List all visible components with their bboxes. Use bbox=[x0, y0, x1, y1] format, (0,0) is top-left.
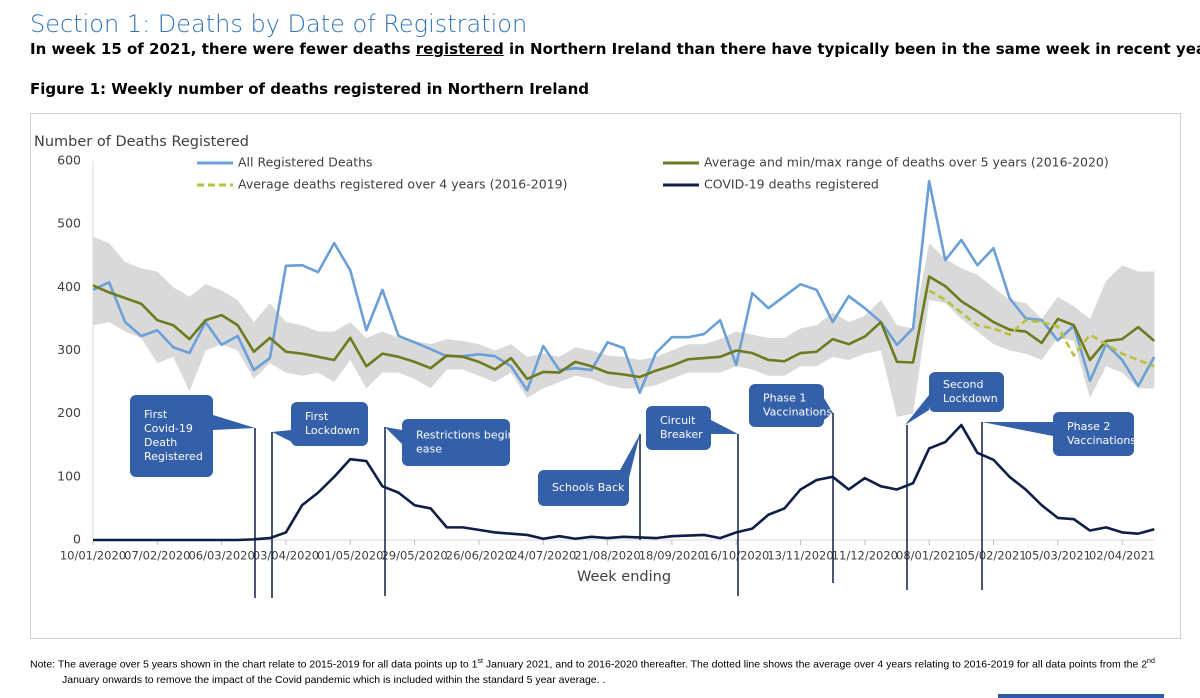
x-tick-label: 05/03/2021 bbox=[1025, 549, 1091, 563]
subtitle-emphasis: registered bbox=[415, 40, 504, 58]
annotation-text: Covid-19 bbox=[144, 422, 193, 435]
legend-label: All Registered Deaths bbox=[238, 155, 373, 170]
annotation-text: Schools Back bbox=[552, 481, 625, 494]
annotation-text: Vaccinations bbox=[763, 406, 832, 419]
y-tick-label: 200 bbox=[57, 405, 81, 420]
annotation-box bbox=[538, 470, 629, 506]
y-tick-label: 400 bbox=[57, 279, 81, 294]
figure-title: Figure 1: Weekly number of deaths regist… bbox=[30, 80, 590, 98]
annotation-text: Circuit bbox=[660, 414, 696, 427]
x-tick-label: 26/06/2020 bbox=[446, 549, 512, 563]
annotation-text: Breaker bbox=[660, 428, 703, 441]
note-text: January 2021, and to 2016-2020 thereafte… bbox=[482, 658, 1148, 671]
annotation-text: Restrictions begin to bbox=[416, 429, 529, 442]
annotation-pointer bbox=[620, 434, 640, 478]
annotation-box bbox=[749, 384, 824, 427]
annotation-text: Lockdown bbox=[305, 424, 360, 437]
subtitle-text: in Northern Ireland than there have typi… bbox=[503, 40, 1200, 58]
range-band bbox=[93, 236, 1155, 417]
x-tick-label: 21/08/2020 bbox=[574, 549, 640, 563]
x-axis-label: Week ending bbox=[577, 569, 671, 585]
annotation-box bbox=[646, 406, 711, 450]
y-axis-label: Number of Deaths Registered bbox=[34, 134, 249, 150]
subtitle-text: In week 15 of 2021, there were fewer dea… bbox=[30, 40, 416, 58]
x-tick-label: 10/01/2020 bbox=[60, 549, 126, 563]
y-tick-label: 600 bbox=[57, 153, 81, 168]
annotation-text: First bbox=[305, 410, 329, 423]
annotation-box bbox=[291, 402, 368, 446]
annotation-box bbox=[402, 419, 510, 466]
annotation-text: Death bbox=[144, 436, 177, 449]
plot-area: 010020030040050060010/01/202007/02/20200… bbox=[57, 153, 1156, 598]
series-line bbox=[928, 289, 1155, 368]
annotation-pointer bbox=[905, 395, 929, 425]
x-tick-label: 02/04/2021 bbox=[1089, 549, 1155, 563]
x-tick-label: 05/02/2021 bbox=[960, 549, 1026, 563]
annotation-pointer bbox=[824, 398, 833, 420]
annotation-box bbox=[1053, 412, 1134, 456]
x-tick-label: 16/10/2020 bbox=[703, 549, 769, 563]
x-tick-label: 06/03/2020 bbox=[188, 549, 254, 563]
x-tick-label: 29/05/2020 bbox=[381, 549, 447, 563]
annotation-box bbox=[130, 395, 213, 477]
y-tick-label: 300 bbox=[57, 342, 81, 357]
x-tick-label: 07/02/2020 bbox=[124, 549, 190, 563]
title: Section 1: Deaths by Date of Registratio… bbox=[30, 10, 528, 38]
note-sup: nd bbox=[1147, 658, 1155, 665]
subtitle: In week 15 of 2021, there were fewer dea… bbox=[30, 40, 1200, 58]
series-line bbox=[92, 275, 1156, 381]
note-sup: st bbox=[477, 658, 483, 665]
x-tick-label: 08/01/2021 bbox=[896, 549, 962, 563]
note-text: January onwards to remove the impact of … bbox=[62, 673, 606, 686]
annotation-text: Vaccinations bbox=[1067, 434, 1136, 447]
annotation-pointer bbox=[711, 420, 738, 434]
x-tick-label: 24/07/2020 bbox=[510, 549, 576, 563]
series-line bbox=[92, 179, 1156, 395]
annotation-text: Phase 2 bbox=[1067, 420, 1110, 433]
x-tick-label: 03/04/2020 bbox=[253, 549, 319, 563]
annotation-text: Phase 1 bbox=[763, 392, 806, 405]
legend-label: Average and min/max range of deaths over… bbox=[704, 155, 1109, 170]
note-text: Note: The average over 5 years shown in … bbox=[30, 658, 478, 671]
footer-bar bbox=[998, 694, 1164, 698]
y-tick-label: 500 bbox=[57, 216, 81, 231]
annotation-text: ease bbox=[416, 443, 442, 456]
annotation-text: Lockdown bbox=[943, 392, 998, 405]
y-tick-label: 100 bbox=[57, 468, 81, 483]
x-tick-label: 18/09/2020 bbox=[639, 549, 705, 563]
annotation-text: First bbox=[144, 408, 168, 421]
annotation-pointer bbox=[213, 415, 255, 430]
series-line bbox=[93, 423, 1155, 542]
note: Note: The average over 5 years shown in … bbox=[30, 654, 1170, 688]
annotation-pointer bbox=[982, 422, 1053, 436]
legend-label: Average deaths registered over 4 years (… bbox=[238, 177, 567, 192]
annotation-pointer bbox=[385, 427, 402, 444]
annotation-box bbox=[929, 372, 1004, 412]
x-tick-label: 01/05/2020 bbox=[317, 549, 383, 563]
annotation-text: Second bbox=[943, 378, 983, 391]
y-tick-label: 0 bbox=[73, 532, 81, 547]
x-tick-label: 11/12/2020 bbox=[832, 549, 898, 563]
annotation-text: Registered bbox=[144, 450, 203, 463]
x-tick-label: 13/11/2020 bbox=[767, 549, 833, 563]
legend-label: COVID-19 deaths registered bbox=[704, 177, 879, 192]
